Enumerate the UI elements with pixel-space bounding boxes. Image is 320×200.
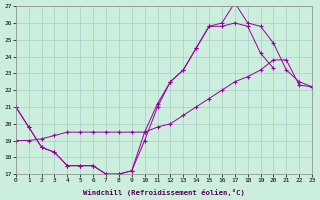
X-axis label: Windchill (Refroidissement éolien,°C): Windchill (Refroidissement éolien,°C) — [83, 189, 245, 196]
